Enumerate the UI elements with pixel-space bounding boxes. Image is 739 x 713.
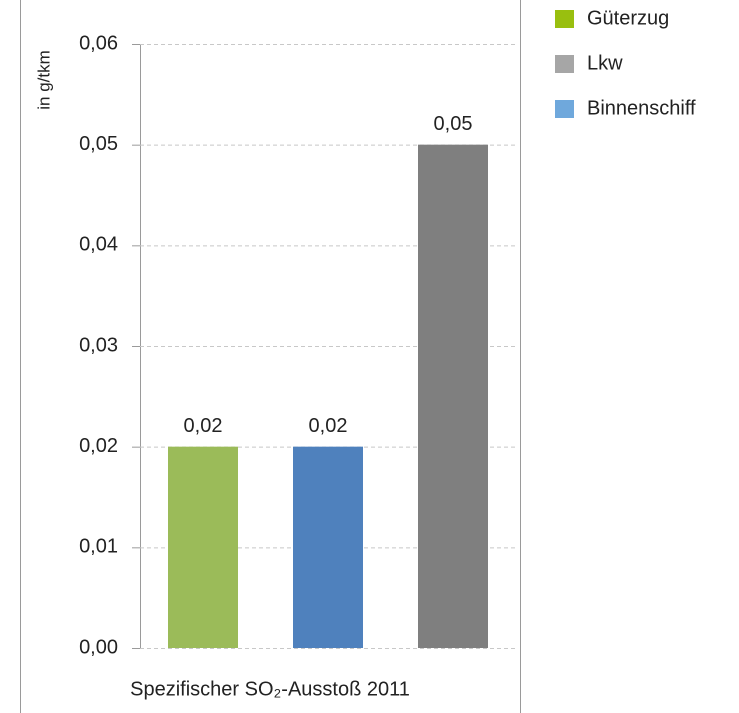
value-label: 0,02 bbox=[309, 415, 348, 437]
legend-label: Binnenschiff bbox=[587, 97, 696, 119]
y-tick-label: 0,01 bbox=[79, 536, 118, 558]
legend-label: Lkw bbox=[587, 52, 623, 74]
y-tick-label: 0,00 bbox=[79, 636, 118, 658]
legend-label: Güterzug bbox=[587, 7, 669, 29]
legend-swatch bbox=[555, 100, 574, 118]
y-tick-label: 0,03 bbox=[79, 334, 118, 356]
legend-swatch bbox=[555, 55, 574, 73]
y-tick-label: 0,04 bbox=[79, 234, 118, 256]
y-tick-label: 0,05 bbox=[79, 133, 118, 155]
value-label: 0,02 bbox=[184, 415, 223, 437]
y-tick-label: 0,02 bbox=[79, 435, 118, 457]
legend-swatch bbox=[555, 10, 574, 28]
bar bbox=[418, 144, 488, 648]
bar bbox=[168, 446, 238, 648]
bar bbox=[293, 446, 363, 648]
x-axis-label: Spezifischer SO₂-Ausstoß 2011 bbox=[130, 678, 410, 700]
y-tick-label: 0,06 bbox=[79, 32, 118, 54]
value-label: 0,05 bbox=[434, 113, 473, 135]
y-axis-label: in g/tkm bbox=[34, 50, 53, 110]
